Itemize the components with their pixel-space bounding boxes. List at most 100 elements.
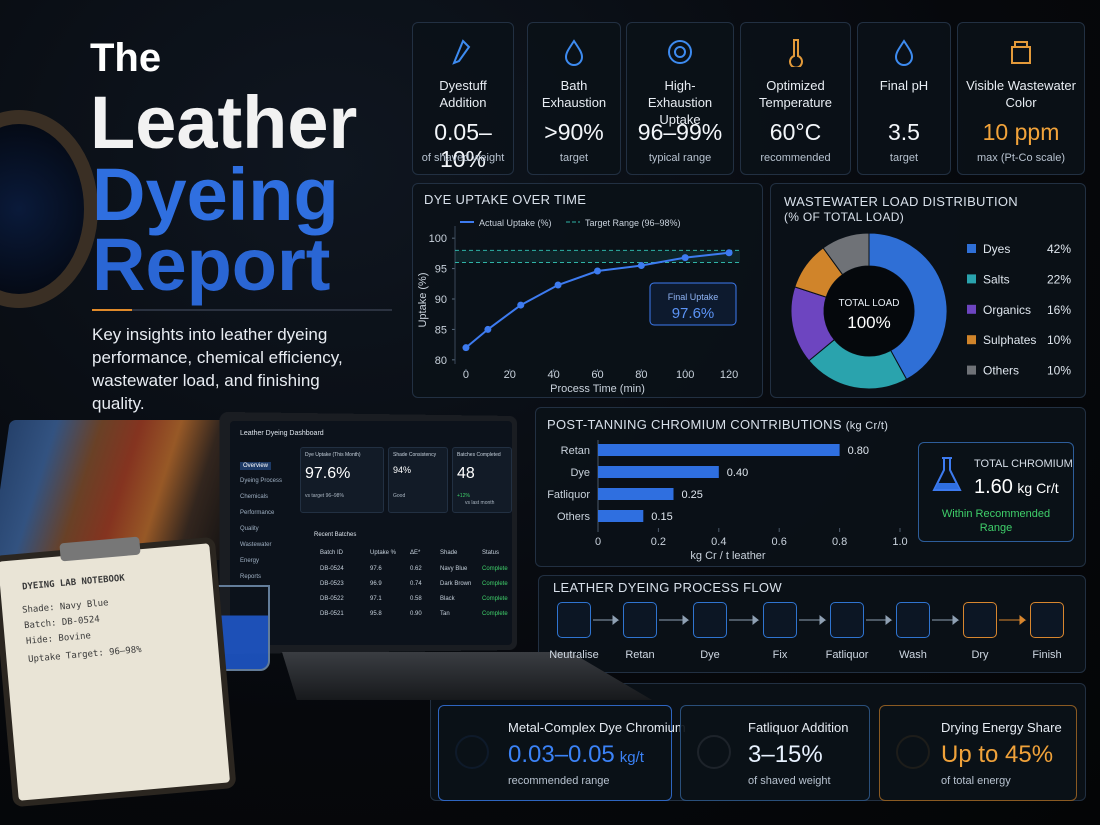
laptop-card <box>388 447 448 513</box>
laptop-table-cell: DB-0522 <box>320 596 344 602</box>
kpi-icon <box>894 39 914 66</box>
laptop-table-cell: 0.74 <box>410 581 422 587</box>
laptop-table-cell: Dark Brown <box>440 581 472 587</box>
flow-step-icon <box>896 602 930 638</box>
kpi-card: High-Exhaustion Uptake 96–99% typical rang… <box>626 22 734 175</box>
laptop-table-cell: 95.8 <box>370 611 382 617</box>
laptop-card-note: +12% <box>457 493 470 499</box>
kpi-icon <box>452 39 471 65</box>
laptop-card-note: vs last month <box>465 500 495 506</box>
flow-step-icon <box>557 602 591 638</box>
laptop-table-title: Recent Batches <box>314 532 357 538</box>
bottom-card <box>879 705 1077 801</box>
flask-icon <box>932 457 962 491</box>
laptop-nav-item: Reports <box>240 574 262 580</box>
bar-title: POST-TANNING CHROMIUM CONTRIBUTIONS (kg … <box>547 417 888 432</box>
laptop-table-cell: Complete <box>482 596 508 602</box>
kpi-label: Final pH <box>879 78 929 93</box>
kpi-value: 3.5 <box>888 119 920 145</box>
laptop-table-cell: 97.1 <box>370 596 382 602</box>
kpi-label: Dyestuff Addition <box>439 78 487 110</box>
kpi-label: Visible Wastewater Color <box>966 78 1076 110</box>
laptop-table-cell: 0.62 <box>410 566 422 572</box>
flow-step-label: Wash <box>899 649 927 661</box>
kpi-value: 0.05–10% <box>434 119 492 172</box>
title-accent <box>92 309 392 311</box>
kpi-note: of shaved weight <box>421 152 505 164</box>
bottom-card-note: of total energy <box>941 775 1011 787</box>
laptop-nav-item: Energy <box>240 558 260 564</box>
laptop-nav-item: Quality <box>240 526 259 532</box>
title-leather: Leather <box>90 81 358 164</box>
laptop-table-cell: Complete <box>482 566 508 572</box>
kpi-note: typical range <box>648 152 712 164</box>
laptop-table-cell: DB-0524 <box>320 566 344 572</box>
bottom-card-value-row: 0.03–0.05 kg/t <box>508 741 644 769</box>
flow-step-icon <box>830 602 864 638</box>
kpi-icon <box>1011 41 1031 64</box>
bottom-card-label: Drying Energy Share <box>941 720 1062 735</box>
kpi-icon <box>564 39 584 66</box>
laptop-table-header: Uptake % <box>370 550 397 556</box>
laptop-card-note: Good <box>393 493 406 499</box>
kpi-card: Dyestuff Addition 0.05–10% of shaved weigh… <box>412 22 514 175</box>
bar-title-text: POST-TANNING CHROMIUM CONTRIBUTIONS <box>547 417 842 432</box>
laptop-table-header: Batch ID <box>320 550 344 556</box>
flow-title: LEATHER DYEING PROCESS FLOW <box>553 580 782 595</box>
laptop-card-label: Shade Consistency <box>393 452 437 458</box>
laptop-nav-item: Dyeing Process <box>240 478 283 484</box>
total-line: 1.60 kg Cr/t <box>974 476 1059 499</box>
laptop-table-cell: 0.58 <box>410 596 422 602</box>
title-dyeing: Dyeing <box>92 153 339 236</box>
kpi-note: max (Pt-Co scale) <box>976 152 1066 164</box>
flow-step-label: Finish <box>1032 649 1062 661</box>
laptop-table-cell: 0.90 <box>410 611 422 617</box>
flow-step-label: Neutralise <box>549 649 599 661</box>
bottom-card-value-row: Up to 45% <box>941 741 1053 769</box>
kpi-icon <box>788 39 803 67</box>
bottom-card-note: recommended range <box>508 775 610 787</box>
kpi-card: Optimized Temperature 60°C recommended <box>740 22 851 175</box>
bottom-card <box>680 705 870 801</box>
kpi-label: Optimized Temperature <box>759 78 832 110</box>
line-panel <box>412 183 763 398</box>
bottom-card-value: 3–15% <box>748 741 823 768</box>
laptop-card-value: 94% <box>393 465 412 475</box>
laptop-table-cell: DB-0521 <box>320 611 344 617</box>
laptop-card <box>452 447 512 513</box>
kpi-card: Visible Wastewater Color 10 ppm max (Pt-Co… <box>957 22 1085 175</box>
flow-step-label: Fatliquor <box>825 649 869 661</box>
flow-step-label: Dry <box>971 649 989 661</box>
laptop-table-header: Status <box>482 550 500 556</box>
kpi-value: 96–99% <box>637 119 723 145</box>
subtitle: Key insights into leather dyeing perform… <box>92 325 343 413</box>
laptop-table-cell: Tan <box>440 611 450 617</box>
bar-unit: (kg Cr/t) <box>845 420 889 432</box>
laptop-table-cell: Navy Blue <box>440 566 468 572</box>
flow-step-label: Retan <box>625 649 655 661</box>
kpi-label: Bath Exhaustion <box>541 78 607 110</box>
laptop-table-header: ΔE* <box>410 550 421 556</box>
title-the: The <box>90 36 162 80</box>
porthole-decoration <box>0 110 98 308</box>
laptop-table-cell: 96.9 <box>370 581 382 587</box>
laptop-table-cell: Complete <box>482 581 508 587</box>
donut-subtitle: (% OF TOTAL LOAD) <box>784 210 905 224</box>
flow-step-icon <box>763 602 797 638</box>
bottom-card-unit: kg/t <box>619 749 644 766</box>
laptop-nav-item: Wastewater <box>240 542 272 548</box>
kpi-label: High-Exhaustion Uptake <box>647 78 713 127</box>
laptop-card <box>300 447 384 513</box>
total-value: 1.60 <box>974 476 1013 498</box>
kpi-value: >90% <box>544 119 604 145</box>
bottom-card-note: of shaved weight <box>748 775 831 787</box>
total-unit: kg Cr/t <box>1017 480 1059 496</box>
bottom-card-label: Metal-Complex Dye Chromium <box>508 720 686 735</box>
flow-step-icon <box>693 602 727 638</box>
bottom-card-value: Up to 45% <box>941 741 1054 768</box>
laptop-table-cell: Complete <box>482 611 508 617</box>
line-title: DYE UPTAKE OVER TIME <box>424 192 587 207</box>
kpi-note: target <box>559 152 589 164</box>
kpi-value: 60°C <box>769 119 822 145</box>
